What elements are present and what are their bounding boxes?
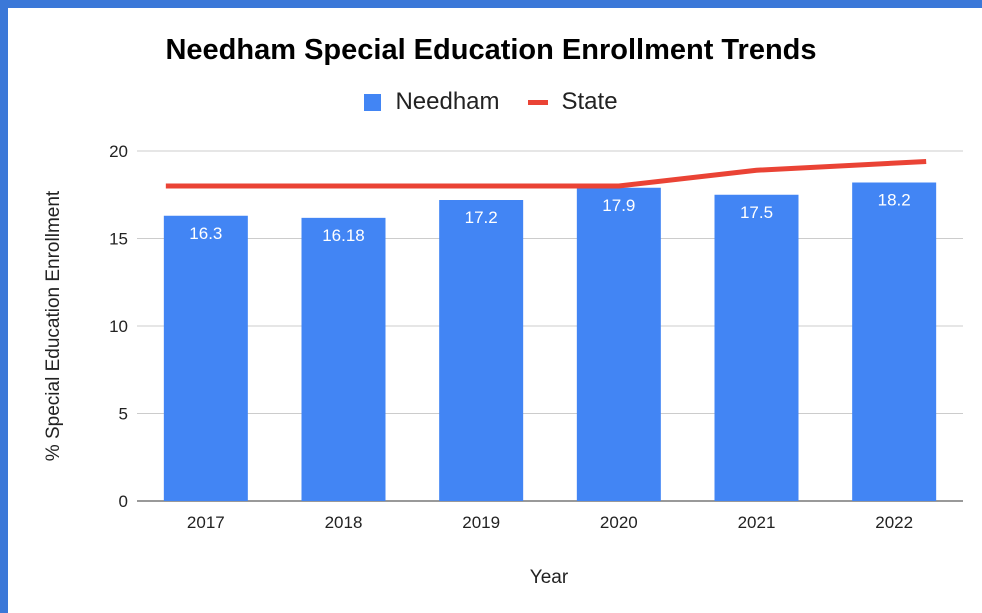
- x-tick-label: 2020: [600, 513, 638, 532]
- bar-2017: [163, 215, 248, 501]
- legend-label-needham: Needham: [395, 88, 500, 115]
- y-tick-label: 10: [109, 317, 128, 336]
- bar-2021: [714, 194, 799, 501]
- x-tick-label: 2017: [187, 513, 225, 532]
- y-tick-label: 20: [109, 142, 128, 161]
- y-tick-label: 5: [119, 405, 128, 424]
- x-tick-label: 2022: [875, 513, 913, 532]
- bar-value-label: 17.9: [602, 196, 635, 215]
- x-tick-label: 2018: [325, 513, 363, 532]
- y-axis-title: % Special Education Enrollment: [43, 190, 64, 461]
- legend-swatch-state: [527, 99, 548, 105]
- bar-2019: [439, 200, 524, 501]
- bar-2020: [576, 187, 661, 501]
- bar-value-label: 17.2: [465, 208, 498, 227]
- bar-2018: [301, 217, 386, 501]
- legend-swatch-needham: [364, 93, 382, 111]
- bar-value-label: 17.5: [740, 203, 773, 222]
- legend-item-needham: Needham: [364, 88, 500, 116]
- x-tick-label: 2019: [462, 513, 500, 532]
- x-axis-title: Year: [530, 567, 569, 588]
- bar-value-label: 16.18: [322, 226, 365, 245]
- y-tick-label: 0: [119, 492, 128, 511]
- legend-item-state: State: [500, 88, 618, 116]
- chart-legend: Needham State: [0, 88, 982, 116]
- bar-value-label: 18.2: [878, 191, 911, 210]
- state-line: [165, 159, 927, 189]
- y-tick-label: 15: [109, 230, 128, 249]
- bar-2022: [852, 182, 937, 501]
- chart-title: Needham Special Education Enrollment Tre…: [165, 34, 817, 66]
- bar-value-label: 16.3: [189, 224, 222, 243]
- legend-label-state: State: [561, 88, 618, 115]
- x-tick-label: 2021: [738, 513, 776, 532]
